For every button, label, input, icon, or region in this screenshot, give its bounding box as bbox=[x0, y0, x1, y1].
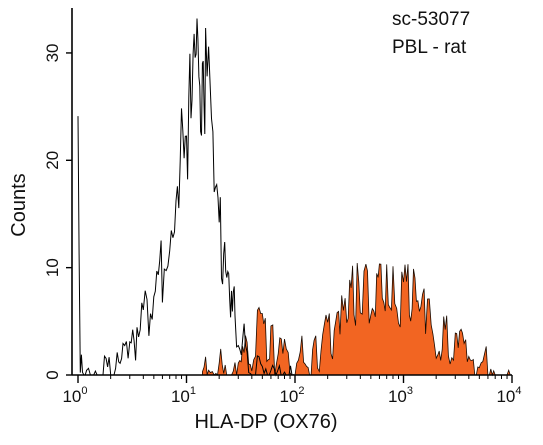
x-tick-label: 103 bbox=[388, 385, 413, 406]
stained-series bbox=[202, 262, 512, 377]
y-tick-label: 30 bbox=[43, 43, 62, 62]
y-tick-label: 10 bbox=[43, 258, 62, 277]
y-axis-title: Counts bbox=[8, 173, 30, 236]
y-tick-label: 20 bbox=[43, 151, 62, 170]
y-ticks: 0 10 20 30 bbox=[43, 43, 72, 380]
x-tick-label: 102 bbox=[279, 385, 304, 406]
x-tick-label: 100 bbox=[62, 385, 87, 406]
y-tick-label: 0 bbox=[43, 370, 62, 379]
x-tick-label: 104 bbox=[496, 385, 521, 406]
x-axis-title: HLA-DP (OX76) bbox=[194, 411, 337, 433]
annotation-catalog: sc-53077 bbox=[392, 9, 470, 30]
x-ticks: 100 101 102 103 104 bbox=[62, 375, 522, 406]
x-tick-label: 101 bbox=[171, 385, 196, 406]
annotation-sample: PBL - rat bbox=[392, 37, 467, 58]
stained-histogram-area bbox=[202, 262, 512, 377]
